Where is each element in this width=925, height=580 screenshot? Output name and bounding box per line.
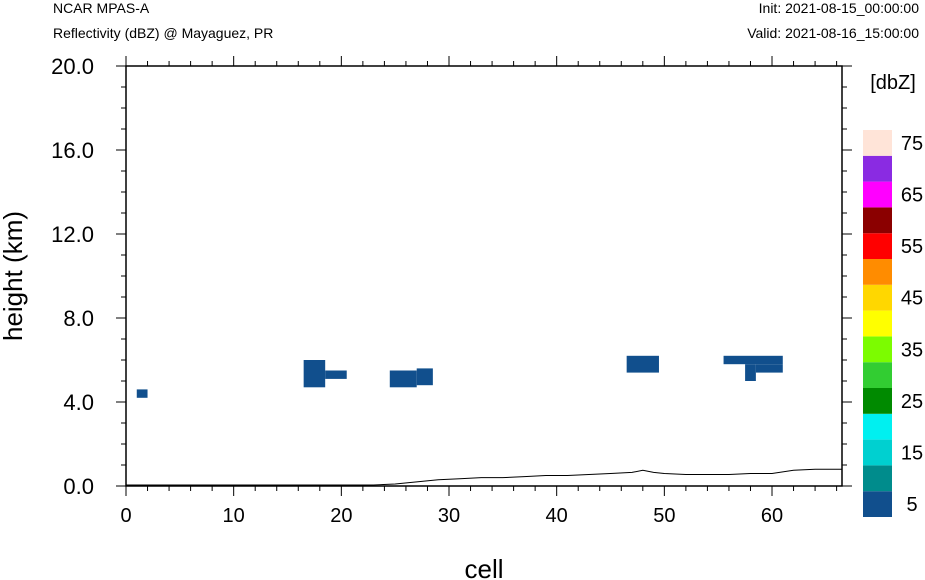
colorbar-tick-label: 5 xyxy=(906,494,917,516)
y-tick-label: 16.0 xyxy=(51,138,94,163)
colorbar-tick-label: 45 xyxy=(901,288,923,310)
colorbar-swatch xyxy=(863,207,892,234)
colorbar-unit-label: [dbZ] xyxy=(870,72,916,94)
axes: 0 10 20 30 40 50 60 0.0 4.0 8.0 12.0 16.0 20.0 cell he… xyxy=(0,54,852,580)
terrain-line xyxy=(126,468,842,486)
x-tick-label: 30 xyxy=(438,505,460,527)
colorbar-swatch xyxy=(863,413,892,440)
colorbar-swatch xyxy=(863,439,892,466)
colorbar-tick-label: 75 xyxy=(901,133,923,155)
colorbar-swatch xyxy=(863,181,892,208)
x-tick-label: 0 xyxy=(120,505,131,527)
y-tick-label: 4.0 xyxy=(63,390,94,415)
x-tick-label: 40 xyxy=(546,505,568,527)
colorbar-swatch xyxy=(863,284,892,311)
model-title: NCAR MPAS-A xyxy=(53,0,150,16)
reflectivity-cell xyxy=(755,364,783,373)
reflectivity-cell xyxy=(325,370,347,379)
x-tick-label: 10 xyxy=(223,505,245,527)
reflectivity-cell xyxy=(303,360,326,388)
y-axis-label: height (km) xyxy=(0,211,28,341)
y-tick-label: 20.0 xyxy=(51,54,94,79)
colorbar-swatch xyxy=(863,310,892,337)
x-tick-label: 50 xyxy=(653,505,675,527)
colorbar-swatch xyxy=(863,388,892,414)
colorbar-swatch xyxy=(863,130,892,156)
colorbar-tick-label: 25 xyxy=(901,391,923,413)
colorbar-swatch xyxy=(863,465,892,492)
colorbar-tick-label: 55 xyxy=(901,236,923,258)
colorbar-tick-label: 15 xyxy=(901,443,923,465)
colorbar-swatch xyxy=(863,491,892,517)
colorbar-tick-label: 65 xyxy=(901,185,923,207)
colorbar-swatch xyxy=(863,259,892,285)
y-tick-label: 8.0 xyxy=(63,306,94,331)
init-time: Init: 2021-08-15_00:00:00 xyxy=(758,0,919,16)
reflectivity-cell xyxy=(723,355,783,365)
plot-frame xyxy=(125,65,843,487)
reflectivity-cell xyxy=(626,355,659,373)
x-axis-label: cell xyxy=(464,554,503,580)
colorbar-swatch xyxy=(863,336,892,363)
x-tick-label: 60 xyxy=(761,505,783,527)
reflectivity-cell xyxy=(745,364,756,381)
colorbar-swatch xyxy=(863,362,892,388)
valid-time: Valid: 2021-08-16_15:00:00 xyxy=(747,25,919,41)
x-tick-label: 20 xyxy=(330,505,352,527)
y-tick-label: 12.0 xyxy=(51,222,94,247)
field-subtitle: Reflectivity (dBZ) @ Mayaguez, PR xyxy=(53,25,274,41)
reflectivity-cell xyxy=(389,370,417,388)
reflectivity-cell xyxy=(136,389,148,398)
colorbar-swatch xyxy=(863,233,892,259)
y-tick-label: 0.0 xyxy=(63,474,94,499)
colorbar-tick-label: 35 xyxy=(901,339,923,361)
colorbar: [dbZ] 5 15 25 35 45 55 65 75 xyxy=(863,72,923,517)
colorbar-swatch xyxy=(863,155,892,182)
reflectivity-cell xyxy=(416,368,433,386)
plot-area xyxy=(126,355,842,486)
